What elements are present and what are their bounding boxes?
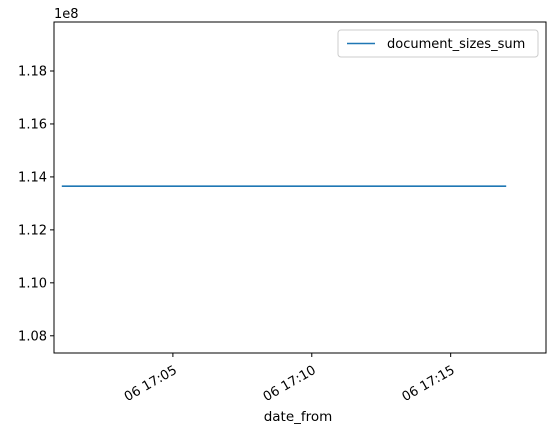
y-tick-label: 1.08 — [18, 329, 47, 344]
y-axis: 1.08 1.10 1.12 1.14 1.16 1.18 — [18, 64, 54, 344]
y-tick-label: 1.12 — [18, 223, 47, 238]
legend-label: document_sizes_sum — [387, 37, 525, 52]
x-tick-label: 06 17:10 — [261, 363, 319, 405]
x-tick-label: 06 17:15 — [400, 363, 458, 405]
x-axis-label: date_from — [264, 409, 333, 425]
y-tick-label: 1.16 — [18, 117, 47, 132]
y-tick-label: 1.18 — [18, 64, 47, 79]
y-offset-label: 1e8 — [54, 7, 79, 22]
plot-area — [53, 21, 547, 354]
legend: document_sizes_sum — [337, 29, 539, 58]
y-tick-label: 1.14 — [18, 170, 47, 185]
x-axis: 06 17:05 06 17:10 06 17:15 — [122, 353, 458, 405]
legend-box — [337, 29, 539, 58]
y-tick-label: 1.10 — [18, 276, 47, 291]
x-tick-label: 06 17:05 — [122, 363, 180, 405]
